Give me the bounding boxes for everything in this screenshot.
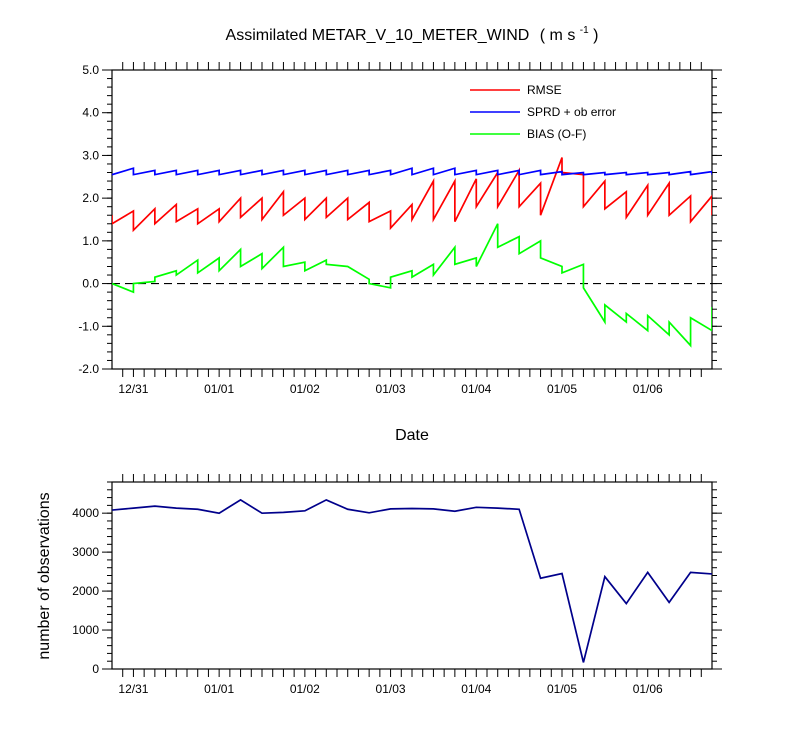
y-tick-label: 3.0 — [82, 148, 99, 162]
y-tick-label: 1000 — [72, 623, 99, 637]
x-tick-label: 01/06 — [633, 382, 663, 396]
x-tick-label: 12/31 — [118, 682, 148, 696]
top-plot: 12/31 01/01 01/02 01/03 01/04 01/05 01/06 -2.0 -… — [78, 62, 722, 396]
x-tick-label: 01/01 — [204, 682, 234, 696]
top-x-axis-label: Date — [395, 427, 429, 444]
x-tick-label: 01/04 — [461, 682, 491, 696]
y-tick-label: 4.0 — [82, 106, 99, 120]
y-tick-label: 2.0 — [82, 191, 99, 205]
x-tick-label: 01/06 — [633, 682, 663, 696]
bottom-y-axis-label: number of observations — [36, 492, 53, 659]
x-tick-label: 12/31 — [118, 382, 148, 396]
chart-title-units: ( m s — [540, 27, 576, 44]
chart-title-text: Assimilated METAR_V_10_METER_WIND — [226, 27, 530, 44]
y-tick-label: 1.0 — [82, 234, 99, 248]
y-tick-label: 2000 — [72, 584, 99, 598]
y-tick-label: 3000 — [72, 545, 99, 559]
legend-label: BIAS (O-F) — [527, 127, 586, 141]
x-tick-label: 01/03 — [376, 682, 406, 696]
x-tick-label: 01/01 — [204, 382, 234, 396]
chart-title: Assimilated METAR_V_10_METER_WIND ( m s … — [226, 20, 599, 44]
x-tick-label: 01/05 — [547, 382, 577, 396]
y-tick-label: 0 — [92, 662, 99, 676]
bottom-plot: 12/31 01/01 01/02 01/03 01/04 01/05 01/06 0 1000… — [72, 474, 722, 696]
series-line-bias-o-f — [112, 223, 712, 348]
chart-title-units-exp: -1 — [580, 25, 589, 36]
x-tick-label: 01/02 — [290, 682, 320, 696]
y-tick-label: 4000 — [72, 506, 99, 520]
x-tick-label: 01/05 — [547, 682, 577, 696]
series-line-rmse — [112, 157, 712, 233]
x-tick-label: 01/03 — [376, 382, 406, 396]
y-tick-label: 5.0 — [82, 63, 99, 77]
y-tick-label: -2.0 — [78, 362, 99, 376]
y-tick-label: 0.0 — [82, 277, 99, 291]
y-tick-label: -1.0 — [78, 319, 99, 333]
x-tick-label: 01/04 — [461, 382, 491, 396]
x-tick-label: 01/02 — [290, 382, 320, 396]
chart-title-units-close: ) — [593, 27, 598, 44]
legend-label: SPRD + ob error — [527, 105, 616, 119]
series-line-sprd-ob-error — [112, 167, 712, 176]
legend-label: RMSE — [527, 83, 562, 97]
series-line-observations — [112, 498, 712, 663]
